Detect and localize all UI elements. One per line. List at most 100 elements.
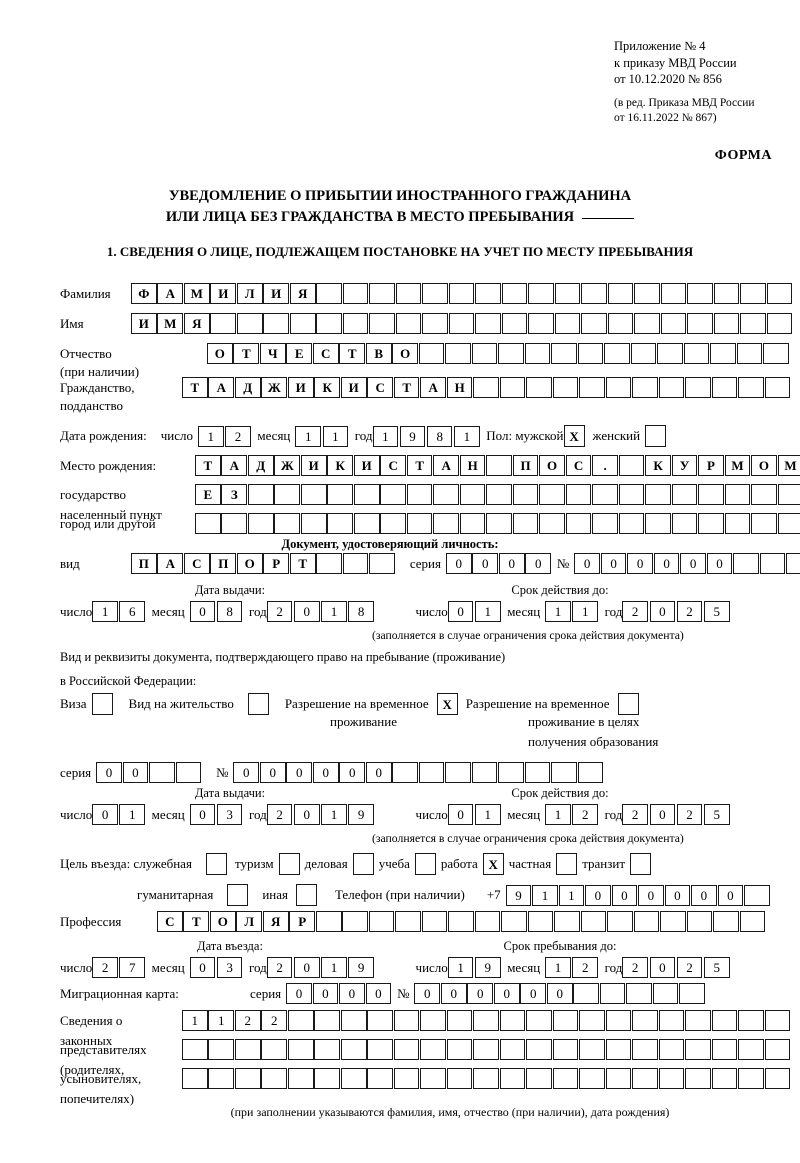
char-cell[interactable]: П: [512, 455, 539, 476]
char-cell[interactable]: [448, 313, 475, 334]
char-cell[interactable]: [448, 911, 474, 932]
char-cell[interactable]: [512, 513, 539, 534]
char-cell[interactable]: [498, 343, 524, 364]
char-cell[interactable]: [499, 1010, 526, 1031]
char-cell[interactable]: [528, 313, 554, 334]
char-cell[interactable]: Я: [289, 283, 316, 304]
char-cell[interactable]: 5: [703, 804, 730, 825]
char-cell[interactable]: [698, 513, 724, 534]
char-cell[interactable]: 2: [676, 601, 703, 622]
char-cell[interactable]: [632, 377, 658, 398]
char-cell[interactable]: [738, 1068, 764, 1089]
char-cell[interactable]: 2: [225, 425, 251, 447]
char-cell[interactable]: [685, 1039, 711, 1060]
char-cell[interactable]: [786, 553, 800, 574]
char-cell[interactable]: [733, 553, 759, 574]
char-cell[interactable]: [316, 313, 342, 334]
char-cell[interactable]: 0: [312, 983, 339, 1004]
char-cell[interactable]: [766, 313, 793, 334]
char-cell[interactable]: [406, 513, 433, 534]
char-cell[interactable]: 0: [293, 804, 320, 825]
purpose-humanitarian-checkbox[interactable]: [227, 884, 249, 906]
char-cell[interactable]: [261, 1068, 288, 1089]
char-cell[interactable]: [393, 1068, 420, 1089]
char-cell[interactable]: [764, 377, 791, 398]
char-cell[interactable]: 1: [372, 425, 399, 447]
char-cell[interactable]: [448, 283, 475, 304]
char-cell[interactable]: 1: [572, 601, 598, 622]
char-cell[interactable]: [604, 343, 630, 364]
char-cell[interactable]: [711, 1010, 738, 1031]
char-cell[interactable]: 0: [312, 762, 339, 783]
char-cell[interactable]: [565, 513, 592, 534]
char-cell[interactable]: [473, 1039, 499, 1060]
char-cell[interactable]: 0: [472, 553, 499, 574]
char-cell[interactable]: 0: [680, 553, 706, 574]
char-cell[interactable]: [367, 1039, 393, 1060]
char-cell[interactable]: [658, 1068, 685, 1089]
char-cell[interactable]: [221, 513, 248, 534]
char-cell[interactable]: 1: [182, 1010, 208, 1031]
char-cell[interactable]: 0: [691, 884, 717, 906]
char-cell[interactable]: Я: [262, 911, 289, 932]
char-cell[interactable]: [208, 1068, 235, 1089]
char-cell[interactable]: 9: [475, 957, 501, 978]
char-cell[interactable]: 0: [286, 983, 312, 1004]
char-cell[interactable]: Л: [236, 911, 263, 932]
char-cell[interactable]: [751, 484, 777, 505]
char-cell[interactable]: Т: [289, 553, 316, 574]
char-cell[interactable]: 8: [216, 601, 243, 622]
char-cell[interactable]: [501, 313, 528, 334]
char-cell[interactable]: И: [340, 377, 367, 398]
char-cell[interactable]: О: [392, 343, 418, 364]
char-cell[interactable]: 0: [293, 601, 320, 622]
char-cell[interactable]: [195, 513, 221, 534]
char-cell[interactable]: [633, 911, 660, 932]
char-cell[interactable]: А: [157, 283, 184, 304]
char-cell[interactable]: [713, 283, 740, 304]
char-cell[interactable]: 0: [414, 983, 441, 1004]
char-cell[interactable]: [527, 911, 554, 932]
char-cell[interactable]: [528, 283, 554, 304]
char-cell[interactable]: 9: [505, 884, 532, 906]
char-cell[interactable]: Ж: [274, 455, 301, 476]
char-cell[interactable]: 0: [706, 553, 733, 574]
char-cell[interactable]: 1: [475, 601, 501, 622]
char-cell[interactable]: [287, 1010, 314, 1031]
char-cell[interactable]: М: [157, 313, 184, 334]
char-cell[interactable]: [671, 484, 698, 505]
char-cell[interactable]: [764, 1039, 791, 1060]
char-cell[interactable]: 0: [653, 553, 680, 574]
sex-female-checkbox[interactable]: [645, 425, 667, 447]
char-cell[interactable]: [395, 313, 422, 334]
char-cell[interactable]: [724, 513, 751, 534]
char-cell[interactable]: [645, 513, 671, 534]
char-cell[interactable]: Т: [233, 343, 260, 364]
char-cell[interactable]: [316, 553, 342, 574]
char-cell[interactable]: [353, 513, 380, 534]
char-cell[interactable]: [551, 762, 577, 783]
char-cell[interactable]: [652, 983, 679, 1004]
char-cell[interactable]: 2: [234, 1010, 261, 1031]
char-cell[interactable]: [274, 484, 301, 505]
char-cell[interactable]: [738, 1039, 764, 1060]
char-cell[interactable]: [486, 513, 512, 534]
char-cell[interactable]: Е: [286, 343, 313, 364]
char-cell[interactable]: [577, 343, 604, 364]
char-cell[interactable]: У: [671, 455, 698, 476]
char-cell[interactable]: [526, 377, 552, 398]
char-cell[interactable]: [340, 1068, 367, 1089]
char-cell[interactable]: [698, 484, 724, 505]
char-cell[interactable]: [475, 313, 501, 334]
char-cell[interactable]: 0: [717, 884, 744, 906]
char-cell[interactable]: 1: [558, 884, 585, 906]
char-cell[interactable]: [380, 513, 406, 534]
